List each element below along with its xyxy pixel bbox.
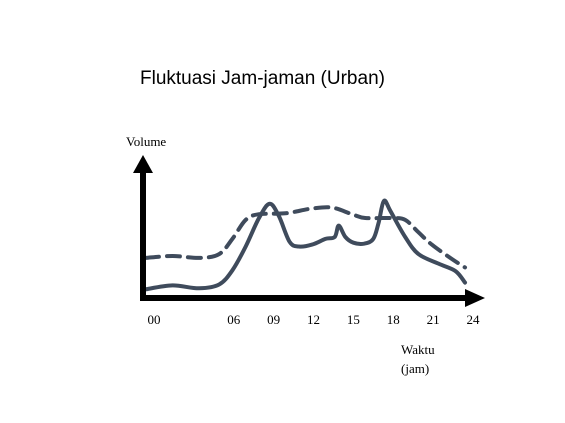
x-tick-labels: 00 06 09 12 15 18 21 24: [148, 312, 481, 327]
series-line-solid: [144, 198, 467, 292]
x-tick-label: 24: [467, 312, 481, 327]
series-group: [144, 198, 467, 292]
y-axis-arrow: [133, 155, 153, 173]
x-tick-label: 15: [347, 312, 360, 327]
x-tick-label: 09: [267, 312, 280, 327]
x-tick-label: 06: [227, 312, 241, 327]
x-tick-label: 18: [387, 312, 400, 327]
y-axis-label: Volume: [126, 134, 166, 149]
y-axis: [133, 155, 153, 299]
series-line-dashed: [144, 205, 467, 270]
x-axis-arrow: [465, 289, 485, 307]
x-tick-label: 12: [307, 312, 320, 327]
chart-title: Fluktuasi Jam-jaman (Urban): [140, 68, 385, 89]
x-axis-label-line1: Waktu: [401, 342, 435, 357]
x-axis: [140, 289, 485, 307]
x-tick-label: 21: [427, 312, 440, 327]
x-axis-label-line2: (jam): [401, 361, 429, 376]
x-tick-label: 00: [148, 312, 161, 327]
